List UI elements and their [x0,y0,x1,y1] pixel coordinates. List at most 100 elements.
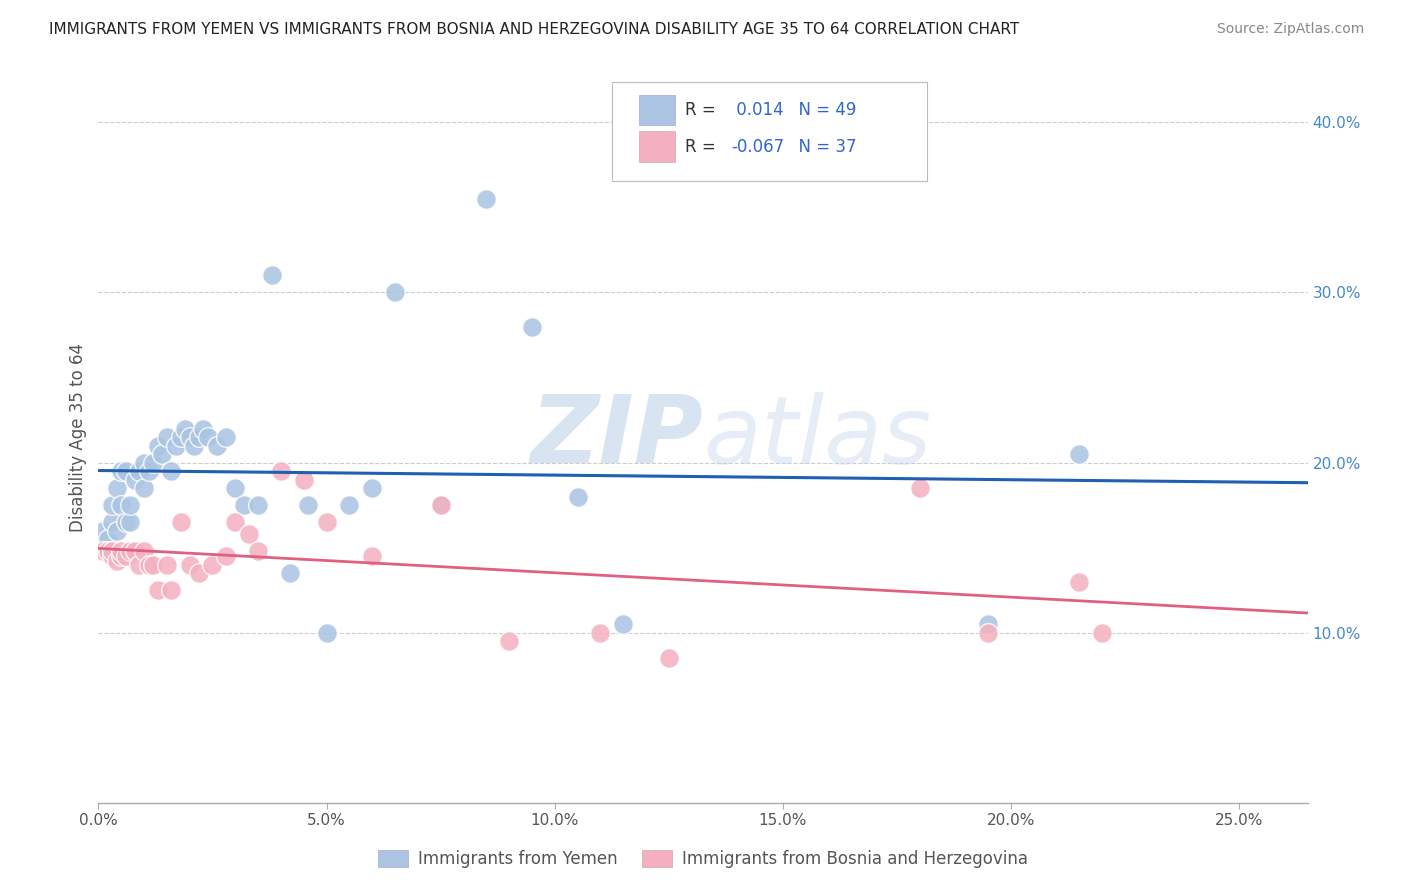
Point [361,549,384,563]
Point [146,583,169,598]
Point [205,439,228,453]
Legend: Immigrants from Yemen, Immigrants from Bosnia and Herzegovina: Immigrants from Yemen, Immigrants from B… [371,843,1035,875]
Point [138,558,160,572]
Text: R =: R = [685,101,721,120]
Point [197,430,219,444]
Point [124,473,146,487]
Point [260,268,283,283]
Point [132,481,155,495]
Point [110,464,132,478]
Point [567,490,589,504]
Point [105,524,128,538]
Point [174,421,197,435]
Point [132,456,155,470]
Point [247,498,270,512]
Text: R =: R = [685,137,721,156]
Point [215,549,238,563]
Point [91,524,114,538]
Point [101,515,124,529]
Point [187,430,209,444]
Y-axis label: Disability Age 35 to 64: Disability Age 35 to 64 [69,343,87,532]
Point [361,481,384,495]
Point [124,544,146,558]
Point [612,617,634,632]
Point [150,447,173,461]
Point [977,617,1000,632]
Point [132,544,155,558]
Point [193,421,215,435]
Point [169,430,191,444]
Point [128,558,150,572]
Point [110,549,132,563]
Point [179,430,201,444]
Point [292,473,315,487]
Point [315,625,337,640]
Point [201,558,224,572]
Point [96,544,118,558]
Point [1069,447,1091,461]
Point [1069,574,1091,589]
Point [183,439,205,453]
Text: IMMIGRANTS FROM YEMEN VS IMMIGRANTS FROM BOSNIA AND HERZEGOVINA DISABILITY AGE 3: IMMIGRANTS FROM YEMEN VS IMMIGRANTS FROM… [49,22,1019,37]
Point [105,554,128,568]
Point [114,464,136,478]
Point [429,498,451,512]
Point [977,625,1000,640]
Point [520,319,543,334]
Text: atlas: atlas [703,392,931,483]
Point [337,498,360,512]
Point [128,464,150,478]
Bar [638,131,675,162]
Point [179,558,201,572]
Point [658,651,681,665]
Point [429,498,451,512]
Text: ZIP: ZIP [530,391,703,483]
Point [247,544,270,558]
Point [156,558,179,572]
Text: N = 37: N = 37 [787,137,856,156]
Point [91,544,114,558]
Point [297,498,319,512]
Point [120,498,142,512]
Point [110,544,132,558]
Point [160,583,183,598]
Point [224,481,246,495]
Point [96,532,118,546]
Point [270,464,292,478]
Point [105,481,128,495]
Point [101,498,124,512]
Point [233,498,256,512]
Point [1091,625,1114,640]
Point [187,566,209,581]
Point [160,464,183,478]
Point [120,544,142,558]
Point [498,634,520,648]
Point [589,625,612,640]
Point [165,439,187,453]
Text: 0.014: 0.014 [731,101,783,120]
Point [110,498,132,512]
Point [142,558,165,572]
Point [169,515,191,529]
Text: Source: ZipAtlas.com: Source: ZipAtlas.com [1216,22,1364,37]
Point [224,515,246,529]
Point [908,481,931,495]
Point [384,285,406,300]
Point [101,549,124,563]
Point [142,456,165,470]
Point [238,527,260,541]
Point [120,515,142,529]
Point [146,439,169,453]
Text: N = 49: N = 49 [787,101,856,120]
Point [156,430,179,444]
Point [215,430,238,444]
Point [101,544,124,558]
Point [475,192,498,206]
Point [315,515,337,529]
FancyBboxPatch shape [613,82,927,181]
Point [114,515,136,529]
Point [278,566,301,581]
Bar [638,95,675,126]
Text: -0.067: -0.067 [731,137,785,156]
Point [114,549,136,563]
